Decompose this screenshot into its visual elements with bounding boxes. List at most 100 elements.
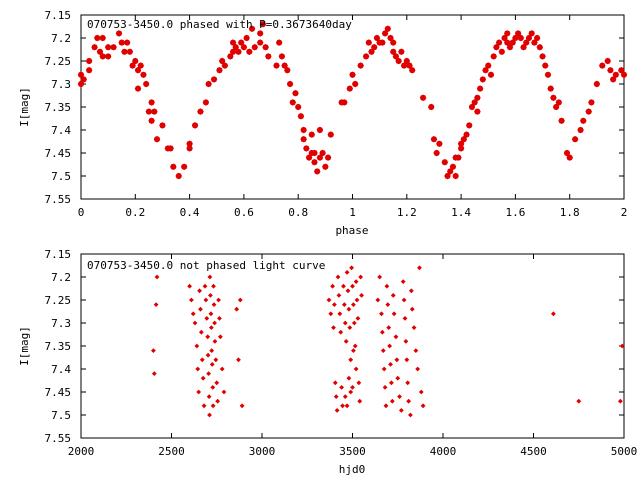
phased-data-point	[384, 25, 391, 32]
phased-data-point	[316, 154, 324, 161]
unphased-data-point	[217, 334, 223, 340]
phased-data-point	[123, 39, 131, 46]
unphased-data-point	[358, 274, 364, 280]
unphased-data-point	[205, 352, 211, 358]
unphased-data-point	[205, 334, 211, 340]
phased-data-point	[547, 85, 554, 92]
unphased-data-point	[379, 329, 385, 335]
unphased-data-point	[341, 283, 346, 289]
unphased-x-tick-label: 5000	[611, 445, 638, 458]
phased-data-point	[159, 122, 166, 129]
unphased-data-point	[206, 394, 212, 399]
phased-data-point	[495, 39, 503, 46]
unphased-data-point	[345, 288, 351, 294]
phased-data-point	[381, 30, 389, 37]
unphased-data-point	[357, 398, 363, 404]
unphased-data-point	[617, 398, 623, 404]
phased-data-point	[191, 122, 199, 129]
phased-data-point	[99, 53, 106, 60]
phased-data-point	[259, 21, 267, 28]
phased-data-point	[246, 48, 253, 55]
phased-y-tick-label: 7.25	[45, 55, 72, 68]
phased-data-point	[403, 57, 410, 65]
phased-data-point	[240, 44, 248, 51]
unphased-data-point	[209, 362, 215, 367]
phased-data-point	[555, 99, 563, 106]
phased-data-point	[251, 44, 258, 51]
phased-data-point	[485, 62, 492, 69]
phased-data-point	[77, 80, 85, 88]
phased-data-point	[104, 53, 112, 60]
phased-data-point	[289, 99, 296, 106]
unphased-data-point	[210, 403, 216, 409]
phased-data-point	[80, 76, 87, 83]
phased-data-point	[148, 117, 155, 124]
phased-data-point	[319, 149, 326, 157]
phased-data-point	[552, 103, 560, 111]
phased-data-point	[620, 71, 628, 78]
phased-data-point	[430, 136, 438, 143]
phased-data-point	[167, 145, 174, 152]
phased-data-point	[428, 103, 435, 111]
phased-data-point	[243, 34, 250, 42]
phased-data-point	[536, 44, 544, 51]
unphased-data-point	[342, 394, 348, 399]
unphased-data-point	[389, 380, 394, 386]
unphased-data-point	[237, 297, 243, 303]
phased-x-tick-label: 0.6	[234, 206, 254, 219]
phased-plot-frame	[80, 14, 625, 200]
unphased-data-point	[420, 403, 426, 409]
phased-data-point	[349, 71, 356, 78]
unphased-data-point	[333, 394, 339, 399]
phased-data-point	[460, 136, 468, 143]
phased-data-point	[186, 145, 193, 152]
unphased-data-point	[216, 297, 221, 303]
unphased-data-points	[151, 265, 625, 418]
unphased-data-point	[351, 302, 356, 307]
phased-data-point	[365, 39, 372, 46]
unphased-data-point	[406, 398, 412, 404]
unphased-data-point	[389, 398, 395, 404]
phased-x-tick-label: 2	[621, 206, 628, 219]
phased-data-point	[148, 99, 155, 106]
unphased-data-point	[208, 311, 214, 317]
unphased-data-point	[393, 334, 399, 340]
unphased-data-point	[341, 302, 347, 307]
phased-data-point	[314, 168, 321, 175]
phased-data-point	[563, 149, 571, 157]
unphased-plot-frame	[80, 253, 625, 439]
unphased-data-point	[375, 297, 381, 303]
unphased-data-point	[380, 348, 386, 353]
unphased-data-point	[212, 320, 217, 326]
unphased-y-tick-label: 7.45	[45, 386, 72, 399]
phased-data-point	[142, 80, 150, 88]
unphased-data-point	[209, 348, 215, 353]
unphased-data-point	[234, 306, 240, 312]
unphased-data-point	[221, 389, 227, 395]
unphased-y-tick-label: 7.4	[51, 363, 71, 376]
phased-data-point	[599, 62, 606, 69]
phased-y-axis-label: I[mag]	[18, 87, 31, 127]
phased-data-point	[520, 44, 527, 51]
phased-data-point	[512, 34, 519, 42]
phased-data-point	[229, 39, 237, 46]
phased-data-point	[463, 131, 470, 138]
phased-data-point	[216, 67, 223, 74]
phased-data-point	[409, 67, 416, 74]
unphased-data-point	[388, 362, 393, 367]
phased-data-point	[441, 159, 449, 166]
unphased-data-point	[207, 412, 212, 418]
phased-data-point	[577, 126, 584, 134]
unphased-data-point	[398, 408, 404, 413]
phased-data-point	[303, 145, 310, 152]
unphased-data-point	[154, 274, 160, 280]
phased-data-point	[235, 48, 242, 55]
unphased-axis-ticks: 2000 2500 3000 3500 4000 4500 5000 7.15 7.2 7.25 7…	[45, 248, 638, 458]
phased-data-point	[498, 48, 506, 55]
phased-data-point	[256, 39, 264, 46]
unphased-data-point	[196, 389, 202, 395]
phased-data-point	[419, 94, 427, 101]
unphased-x-tick-label: 2500	[158, 445, 185, 458]
phased-x-tick-label: 0	[78, 206, 85, 219]
phased-data-point	[506, 44, 514, 51]
